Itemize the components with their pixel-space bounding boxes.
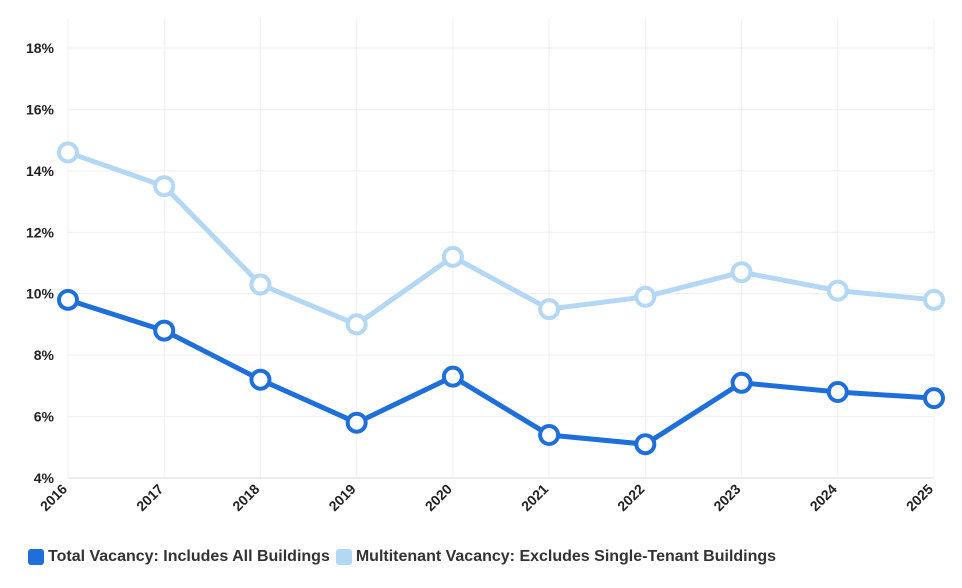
data-point bbox=[634, 433, 657, 456]
y-axis-ticks: 4% 6% 8% 10% 12% 14% 16% 18% bbox=[26, 40, 55, 486]
x-tick-label: 2022 bbox=[614, 481, 647, 514]
data-point bbox=[345, 411, 368, 434]
x-tick-label: 2024 bbox=[807, 481, 840, 514]
x-tick-label: 2018 bbox=[229, 481, 262, 514]
series-line-0 bbox=[67, 297, 935, 447]
data-point bbox=[730, 371, 753, 394]
x-tick-label: 2025 bbox=[903, 481, 936, 514]
gridlines bbox=[67, 18, 935, 479]
legend: Total Vacancy: Includes All Buildings Mu… bbox=[28, 548, 782, 566]
y-tick-label: 12% bbox=[26, 224, 55, 240]
data-point bbox=[923, 387, 945, 410]
data-point bbox=[57, 288, 79, 311]
data-point bbox=[538, 298, 561, 321]
y-tick-label: 8% bbox=[34, 347, 55, 363]
y-tick-label: 6% bbox=[34, 409, 55, 425]
data-point bbox=[634, 285, 657, 308]
x-tick-label: 2019 bbox=[325, 481, 358, 514]
x-tick-label: 2017 bbox=[133, 481, 166, 514]
legend-label-total: Total Vacancy: Includes All Buildings bbox=[48, 548, 330, 565]
y-tick-label: 16% bbox=[26, 101, 55, 117]
data-point bbox=[249, 368, 272, 391]
x-tick-label: 2020 bbox=[422, 481, 455, 514]
line-chart-plot: 4%6%8%10%12%14%16%18% 2016 2017 2018 2019 20… bbox=[26, 18, 945, 514]
data-point bbox=[826, 279, 849, 302]
data-point bbox=[345, 313, 368, 336]
y-tick-label: 10% bbox=[26, 286, 55, 302]
y-tick-label: 18% bbox=[26, 40, 55, 56]
data-point bbox=[730, 261, 753, 284]
legend-swatch-total bbox=[28, 549, 44, 565]
data-point bbox=[153, 175, 176, 198]
data-point bbox=[57, 141, 79, 164]
data-point bbox=[153, 319, 176, 342]
data-point bbox=[826, 381, 849, 403]
x-tick-label: 2021 bbox=[518, 481, 551, 514]
legend-item-total[interactable]: Total Vacancy: Includes All Buildings bbox=[28, 548, 330, 566]
x-tick-label: 2023 bbox=[710, 481, 743, 514]
data-point bbox=[923, 288, 945, 311]
series-layer bbox=[57, 141, 945, 456]
legend-label-multitenant: Multitenant Vacancy: Excludes Single-Ten… bbox=[355, 548, 777, 565]
y-tick-label: 4% bbox=[34, 470, 55, 486]
data-point bbox=[441, 365, 464, 388]
legend-swatch-multitenant bbox=[335, 549, 352, 565]
legend-item-multitenant[interactable]: Multitenant Vacancy: Excludes Single-Ten… bbox=[335, 548, 777, 566]
x-axis-ticks: 2016 2017 2018 2019 2020 2021 2022 2023 2024 2025 bbox=[37, 481, 936, 514]
data-point bbox=[249, 273, 272, 296]
data-point bbox=[441, 245, 464, 268]
series-line-1 bbox=[67, 150, 935, 327]
data-point bbox=[538, 424, 561, 446]
y-tick-label: 14% bbox=[26, 163, 55, 179]
